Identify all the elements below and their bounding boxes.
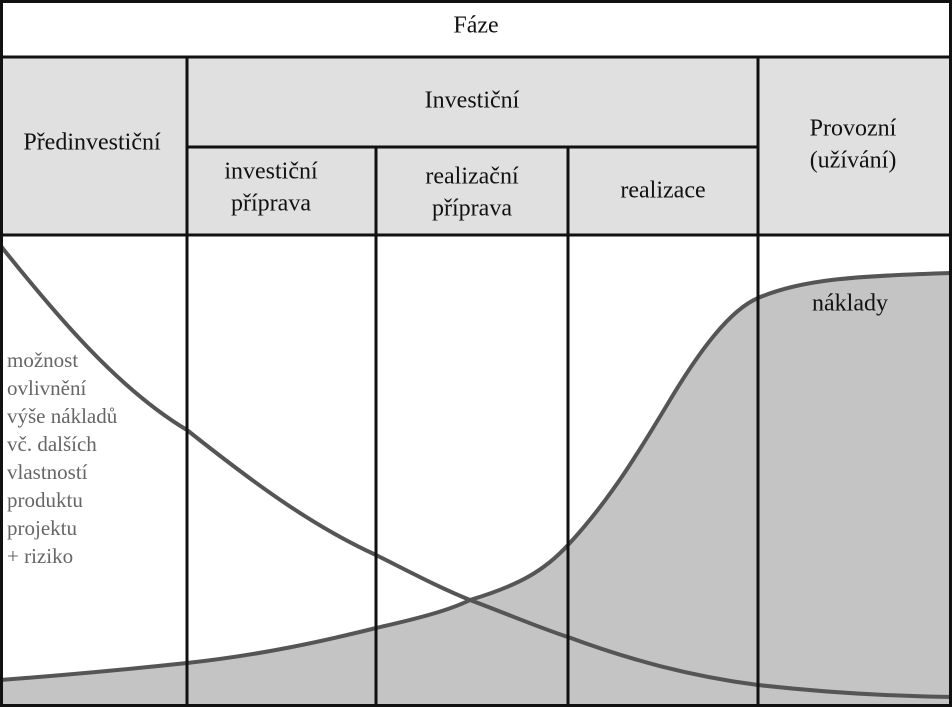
subphase-label: příprava xyxy=(231,191,311,217)
subphase-label: realizace xyxy=(620,178,705,204)
phase-label: (užívání) xyxy=(810,148,897,174)
phase-label: Investiční xyxy=(425,88,520,114)
influence-label: možnost ovlivnění výše nákladů vč. dalších v… xyxy=(7,348,118,568)
influence-label-line: výše nákladů xyxy=(7,404,118,428)
cost-area xyxy=(0,273,952,707)
subphase-label: příprava xyxy=(432,196,512,222)
phase-label: Předinvestiční xyxy=(23,130,161,156)
header-title: Fáze xyxy=(453,13,498,39)
influence-label-line: projektu xyxy=(7,516,77,540)
subphase-label: investiční xyxy=(224,159,318,185)
influence-label-line: produktu xyxy=(7,488,83,512)
subphase-label: realizační xyxy=(425,164,519,190)
influence-label-line: vlastností xyxy=(7,460,88,484)
influence-label-line: + riziko xyxy=(7,544,73,568)
influence-label-line: vč. dalších xyxy=(7,432,97,456)
influence-label-line: ovlivnění xyxy=(7,376,86,400)
cost-label: náklady xyxy=(812,291,888,317)
phase-label: Provozní xyxy=(810,116,897,142)
influence-label-line: možnost xyxy=(7,348,78,372)
